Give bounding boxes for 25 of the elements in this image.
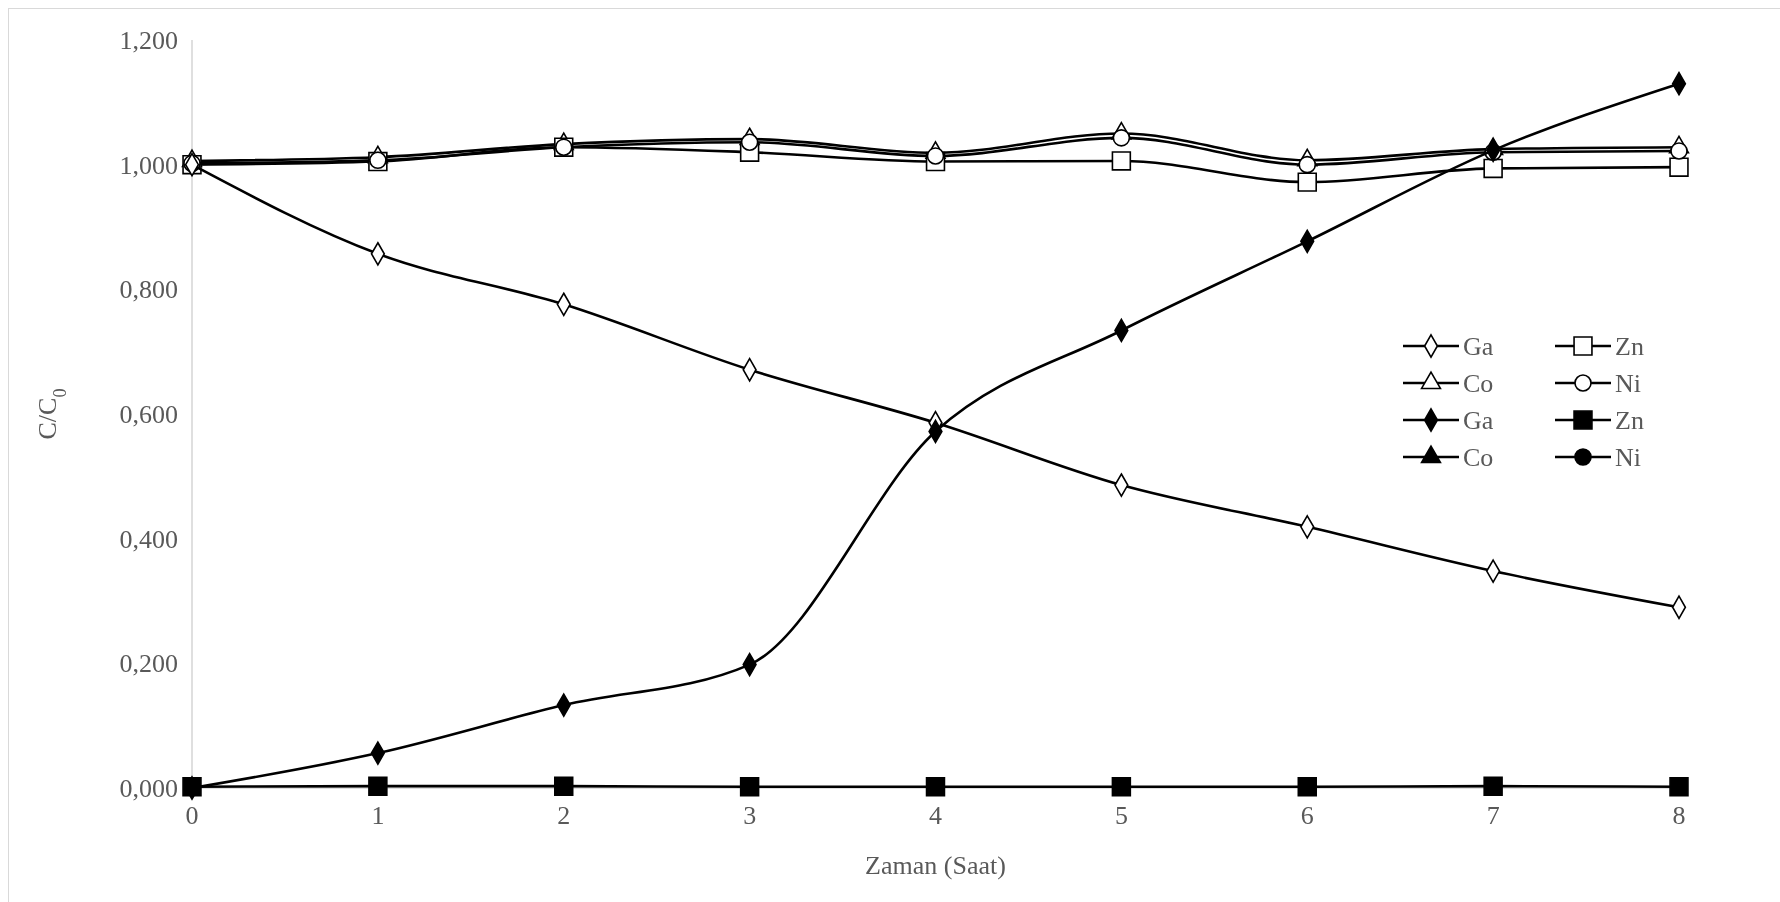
y-tick-label: 0,000: [119, 774, 178, 803]
x-tick-label: 6: [1300, 801, 1314, 830]
legend-label: Zn: [1615, 332, 1644, 361]
x-tick-label: 3: [743, 801, 757, 830]
x-tick-label: 5: [1114, 801, 1128, 830]
x-tick-label: 0: [185, 801, 199, 830]
y-tick-label: 0,600: [119, 400, 178, 429]
legend-label: Ga: [1463, 406, 1494, 435]
x-tick-label: 7: [1486, 801, 1500, 830]
y-tick-label: 0,800: [119, 275, 178, 305]
x-axis-title: Zaman (Saat): [865, 851, 1006, 880]
y-tick-label: 1,000: [119, 150, 178, 180]
x-tick-label: 1: [371, 801, 385, 830]
legend-label: Zn: [1615, 406, 1644, 435]
y-tick-label: 0,400: [119, 524, 178, 554]
legend-label: Ni: [1615, 369, 1641, 398]
x-tick-label: 4: [929, 801, 942, 830]
legend-label: Ga: [1463, 332, 1494, 361]
x-tick-label: 2: [557, 801, 571, 830]
y-tick-label: 1,200: [119, 26, 178, 55]
legend-label: Co: [1463, 369, 1494, 398]
x-tick-label: 8: [1672, 801, 1686, 830]
legend-label: Ni: [1615, 443, 1641, 472]
y-tick-label: 0,200: [119, 649, 178, 679]
legend-label: Co: [1463, 443, 1494, 472]
